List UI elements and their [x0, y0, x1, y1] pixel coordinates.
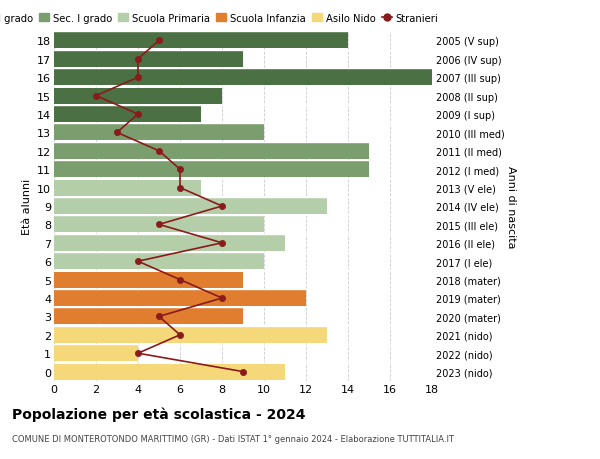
Bar [54, 308, 243, 325]
Y-axis label: Anni di nascita: Anni di nascita [506, 165, 516, 248]
Bar [54, 162, 369, 178]
Bar [54, 125, 264, 141]
Bar [54, 51, 243, 68]
Bar [54, 180, 201, 196]
Bar [54, 33, 348, 50]
Y-axis label: Età alunni: Età alunni [22, 179, 32, 235]
Bar [54, 364, 285, 380]
Bar [54, 327, 327, 343]
Bar [54, 70, 432, 86]
Bar [54, 217, 264, 233]
Bar [54, 290, 306, 307]
Text: Popolazione per età scolastica - 2024: Popolazione per età scolastica - 2024 [12, 406, 305, 421]
Bar [54, 272, 243, 288]
Bar [54, 198, 327, 215]
Bar [54, 235, 285, 252]
Bar [54, 345, 138, 362]
Text: COMUNE DI MONTEROTONDO MARITTIMO (GR) - Dati ISTAT 1° gennaio 2024 - Elaborazion: COMUNE DI MONTEROTONDO MARITTIMO (GR) - … [12, 434, 454, 443]
Bar [54, 106, 201, 123]
Legend: Sec. II grado, Sec. I grado, Scuola Primaria, Scuola Infanzia, Asilo Nido, Stran: Sec. II grado, Sec. I grado, Scuola Prim… [0, 14, 439, 24]
Bar [54, 88, 222, 105]
Bar [54, 253, 264, 270]
Bar [54, 143, 369, 160]
